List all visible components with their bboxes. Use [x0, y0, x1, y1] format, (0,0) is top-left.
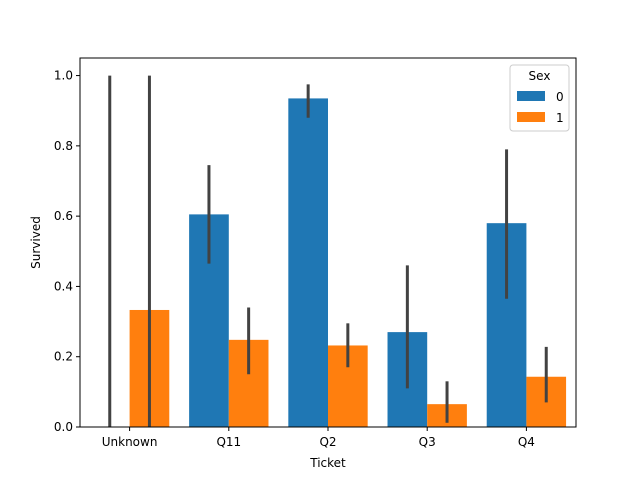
bars-layer: [129, 98, 567, 428]
legend-label-sex-1: 1: [556, 111, 564, 125]
y-tick-label: 0.4: [54, 279, 73, 293]
x-axis-ticks: Unknown Q11 Q2 Q3 Q4: [102, 427, 535, 449]
y-axis-label: Survived: [29, 216, 43, 269]
error-bars-layer: [108, 75, 548, 427]
x-tick-label: Q4: [518, 435, 535, 449]
legend: Sex 01: [509, 64, 570, 132]
y-tick-label: 0.0: [54, 420, 73, 434]
x-tick-label: Q2: [319, 435, 336, 449]
y-tick-label: 0.2: [54, 350, 73, 364]
legend-swatch-sex-0: [517, 91, 545, 101]
y-tick-label: 0.6: [54, 209, 73, 223]
legend-swatch-sex-1: [517, 112, 545, 122]
legend-items: 01: [517, 90, 564, 125]
y-tick-label: 1.0: [54, 69, 73, 83]
x-axis-label: Ticket: [309, 456, 346, 470]
y-tick-label: 0.8: [54, 139, 73, 153]
x-tick-label: Unknown: [102, 435, 158, 449]
x-tick-label: Q11: [216, 435, 241, 449]
legend-label-sex-0: 0: [556, 90, 564, 104]
bar-q2-sex-0: [288, 98, 328, 428]
legend-title: Sex: [529, 69, 551, 83]
x-tick-label: Q3: [419, 435, 436, 449]
y-axis-ticks: 0.0 0.2 0.4 0.6 0.8 1.0: [54, 69, 80, 434]
